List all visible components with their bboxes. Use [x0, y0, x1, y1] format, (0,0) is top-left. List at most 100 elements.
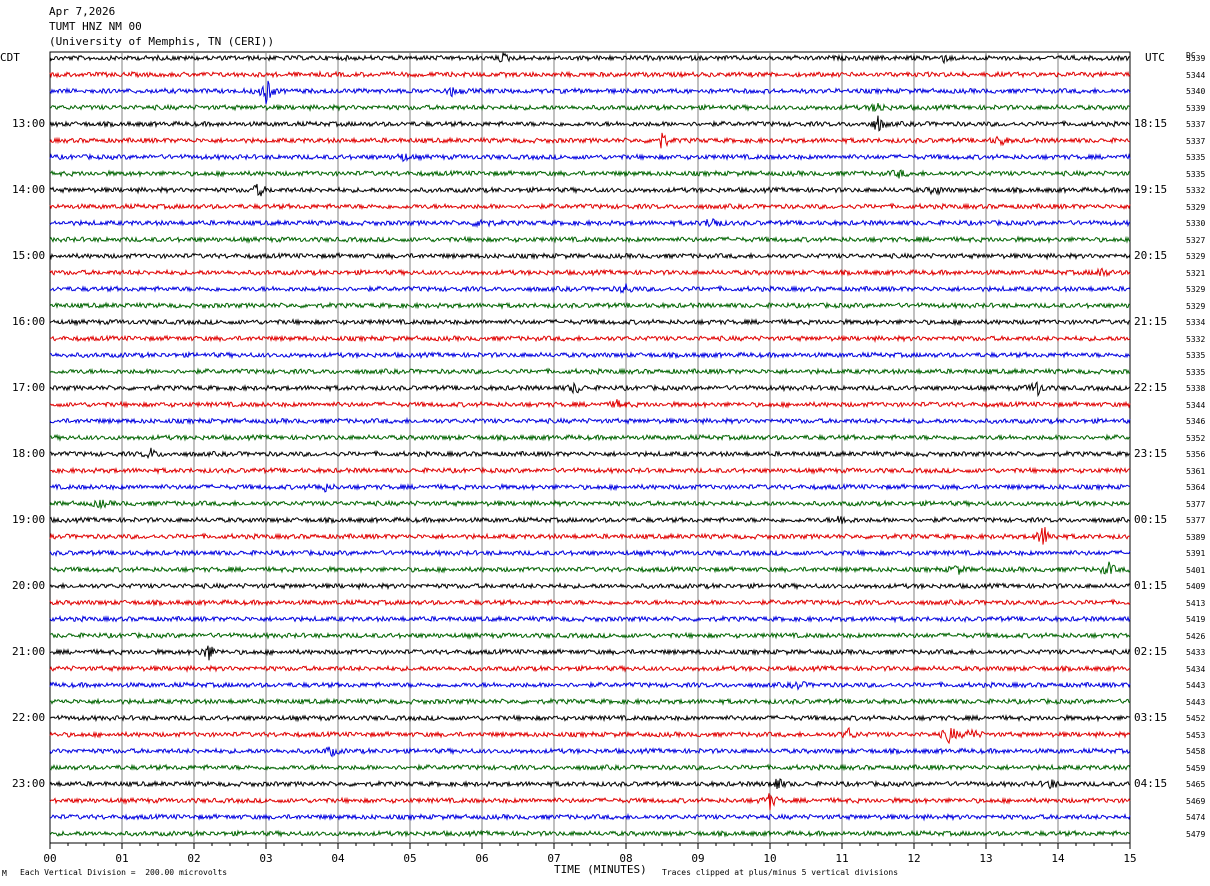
- right-hour-label: 03:15: [1134, 711, 1168, 724]
- trace-line-43: [49, 763, 1131, 772]
- x-tick-label: 08: [619, 852, 632, 865]
- right-hour-label: 01:15: [1134, 579, 1168, 592]
- dc-offset-value: 5389: [1186, 532, 1206, 542]
- left-hour-label: 14:00: [12, 183, 46, 196]
- trace-line-32: [49, 581, 1131, 591]
- dc-offset-value: 5434: [1186, 664, 1206, 674]
- dc-offset-value: 5339: [1186, 103, 1206, 113]
- dc-offset-value: 5409: [1186, 582, 1206, 591]
- x-tick-label: 01: [115, 852, 128, 865]
- x-tick-label: 15: [1123, 852, 1136, 865]
- dc-offset-value: 5329: [1186, 202, 1206, 212]
- trace-line-38: [49, 680, 1131, 691]
- dc-offset-value: 5479: [1186, 829, 1206, 839]
- dc-offset-value: 5465: [1186, 780, 1206, 789]
- trace-line-31: [49, 561, 1131, 575]
- trace-line-18: [50, 350, 1131, 360]
- dc-offset-value: 5356: [1186, 450, 1206, 459]
- trace-line-7: [50, 169, 1131, 179]
- dc-offset-value: 5335: [1186, 169, 1206, 179]
- dc-offset-value: 5337: [1186, 136, 1206, 146]
- trace-line-19: [49, 367, 1131, 376]
- left-hour-label: 15:00: [12, 249, 46, 262]
- trace-line-5: [49, 132, 1131, 149]
- dc-offset-value: 5337: [1186, 120, 1206, 129]
- trace-line-2: [49, 80, 1131, 105]
- x-axis-title: TIME (MINUTES): [554, 863, 647, 876]
- dc-offset-value: 5413: [1186, 598, 1206, 608]
- dc-offset-value: 5419: [1186, 615, 1206, 624]
- x-tick-label: 10: [763, 852, 776, 865]
- dc-offset-value: 5338: [1186, 384, 1206, 393]
- dc-offset-value: 5391: [1186, 549, 1206, 558]
- trace-line-12: [49, 251, 1131, 261]
- dc-offset-value: 5377: [1186, 516, 1206, 525]
- x-tick-label: 12: [907, 852, 920, 865]
- right-hour-label: 19:15: [1134, 183, 1168, 196]
- trace-line-24: [49, 447, 1131, 460]
- trace-line-42: [49, 746, 1131, 758]
- dc-offset-value: 5443: [1186, 697, 1206, 707]
- dc-offset-value: 5329: [1186, 285, 1206, 294]
- trace-line-37: [49, 664, 1131, 673]
- trace-line-29: [49, 527, 1130, 545]
- dc-offset-value: 5352: [1186, 433, 1206, 443]
- trace-line-46: [49, 812, 1131, 822]
- trace-line-36: [49, 645, 1131, 661]
- dc-offset-value: 5340: [1186, 87, 1206, 96]
- plot-date: Apr 7,2026: [49, 5, 116, 18]
- right-hour-label: 23:15: [1134, 447, 1168, 460]
- dc-offset-value: 5344: [1186, 70, 1206, 80]
- trace-line-17: [49, 334, 1131, 343]
- dc-offset-value: 5452: [1186, 714, 1206, 723]
- trace-line-14: [49, 283, 1131, 294]
- dc-offset-value: 5443: [1186, 681, 1206, 690]
- dc-offset-value: 5335: [1186, 351, 1206, 360]
- right-hour-label: 00:15: [1134, 513, 1168, 526]
- dc-offset-value: 5327: [1186, 235, 1206, 245]
- right-timezone-label: UTC: [1145, 51, 1165, 64]
- dc-offset-value: 5469: [1186, 796, 1206, 806]
- x-tick-label: 02: [187, 852, 200, 865]
- dc-offset-value: 5346: [1186, 417, 1206, 426]
- network-name: (University of Memphis, TN (CERI)): [49, 35, 275, 48]
- right-hour-label: 20:15: [1134, 249, 1168, 262]
- dc-offset-value: 5332: [1186, 334, 1206, 344]
- dc-offset-value: 5364: [1186, 483, 1206, 492]
- trace-line-44: [49, 778, 1131, 790]
- x-tick-label: 00: [43, 852, 56, 865]
- dc-offset-value: 5329: [1186, 252, 1206, 261]
- left-timezone-label: CDT: [0, 51, 20, 64]
- dc-offset-value: 5344: [1186, 400, 1206, 410]
- x-tick-label: 13: [979, 852, 992, 865]
- x-tick-label: 04: [331, 852, 345, 865]
- left-hour-label: 22:00: [12, 711, 46, 724]
- trace-line-34: [49, 614, 1131, 624]
- dc-header-label: DC: [1186, 51, 1196, 60]
- x-tick-label: 07: [547, 852, 560, 865]
- trace-line-15: [49, 301, 1131, 310]
- trace-line-20: [49, 381, 1131, 398]
- trace-line-9: [49, 202, 1131, 211]
- trace-line-41: [49, 726, 1131, 745]
- trace-line-28: [49, 515, 1131, 525]
- dc-offset-value: 5332: [1186, 186, 1206, 195]
- trace-line-16: [49, 317, 1131, 327]
- trace-line-21: [49, 399, 1131, 409]
- trace-line-40: [49, 713, 1131, 723]
- trace-line-33: [49, 598, 1131, 607]
- station-id: TUMT HNZ NM 00: [49, 20, 142, 33]
- dc-offset-value: 5474: [1186, 813, 1206, 822]
- trace-line-22: [49, 416, 1131, 426]
- trace-line-45: [49, 793, 1131, 811]
- x-tick-label: 03: [259, 852, 272, 865]
- left-hour-label: 13:00: [12, 117, 46, 130]
- right-hour-label: 22:15: [1134, 381, 1168, 394]
- dc-offset-value: 5329: [1186, 301, 1206, 311]
- dc-offset-value: 5433: [1186, 648, 1206, 657]
- dc-offset-value: 5321: [1186, 268, 1206, 278]
- dc-offset-value: 5335: [1186, 153, 1206, 162]
- dc-offset-value: 5453: [1186, 730, 1206, 740]
- right-hour-label: 02:15: [1134, 645, 1168, 658]
